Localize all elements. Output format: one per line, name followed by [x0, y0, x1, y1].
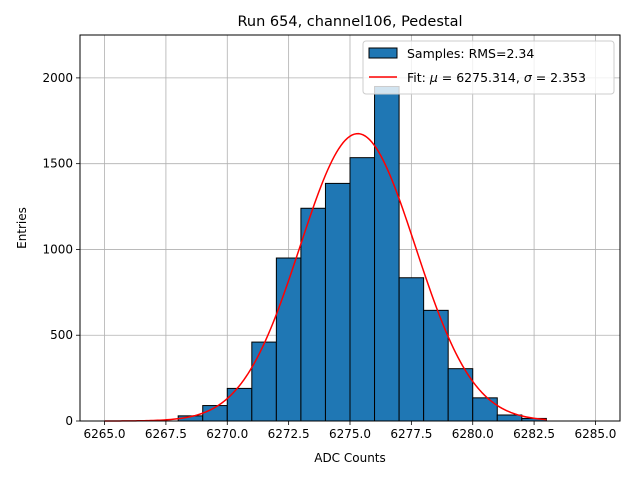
chart-title: Run 654, channel106, Pedestal [237, 14, 462, 30]
y-tick-label: 1000 [42, 242, 73, 256]
legend-mu-symbol: μ [429, 70, 438, 85]
legend-samples-swatch [368, 47, 398, 59]
y-tick-label: 500 [50, 328, 73, 342]
x-tick-label: 6267.5 [145, 427, 187, 441]
x-axis-label: ADC Counts [314, 451, 386, 465]
fit-curve-layer [104, 132, 547, 422]
histogram-bar-8 [374, 85, 400, 422]
histogram-bar-2 [226, 387, 253, 422]
histogram-bar-6 [324, 182, 351, 422]
histogram-bar-3 [251, 341, 277, 422]
legend-box [362, 40, 615, 95]
x-tick-label: 6277.5 [390, 427, 432, 441]
y-axis-label: Entries [15, 207, 29, 249]
legend-samples-label: Samples: RMS=2.34 [407, 46, 534, 61]
histogram-bar-7 [349, 157, 376, 422]
x-tick-label: 6282.5 [513, 427, 555, 441]
histogram-bar-9 [398, 277, 425, 422]
legend-fit-label: Fit: μ = 6275.314, σ = 2.353 [407, 70, 586, 85]
histogram-bar-13 [496, 414, 523, 422]
histogram-bar-11 [447, 368, 474, 422]
y-tick-label: 2000 [42, 71, 73, 85]
y-axis-ticks: 0 500 1000 1500 2000 [42, 71, 80, 428]
legend-fit-prefix: Fit: [407, 70, 430, 85]
x-tick-label: 6280.0 [452, 427, 494, 441]
x-tick-label: 6285.0 [574, 427, 616, 441]
x-tick-label: 6265.0 [84, 427, 126, 441]
x-axis-ticks: 6265.0 6267.5 6270.0 6272.5 6275.0 6277.5 6280… [84, 421, 616, 441]
histogram-bar-5 [300, 207, 326, 422]
x-tick-label: 6275.0 [329, 427, 371, 441]
x-tick-label: 6272.5 [268, 427, 310, 441]
y-tick-label: 1500 [42, 157, 73, 171]
histogram-bars [177, 85, 547, 422]
legend: Samples: RMS=2.34 Fit: μ = 6275.314, σ =… [362, 40, 615, 95]
legend-mu-value: = 6275.314, [438, 70, 524, 85]
legend-sigma-symbol: σ [524, 70, 533, 85]
legend-sigma-value: = 2.353 [532, 70, 586, 85]
y-tick-label: 0 [65, 414, 73, 428]
fit-curve [104, 132, 547, 422]
histogram-bar-12 [472, 397, 498, 422]
x-tick-label: 6270.0 [206, 427, 248, 441]
